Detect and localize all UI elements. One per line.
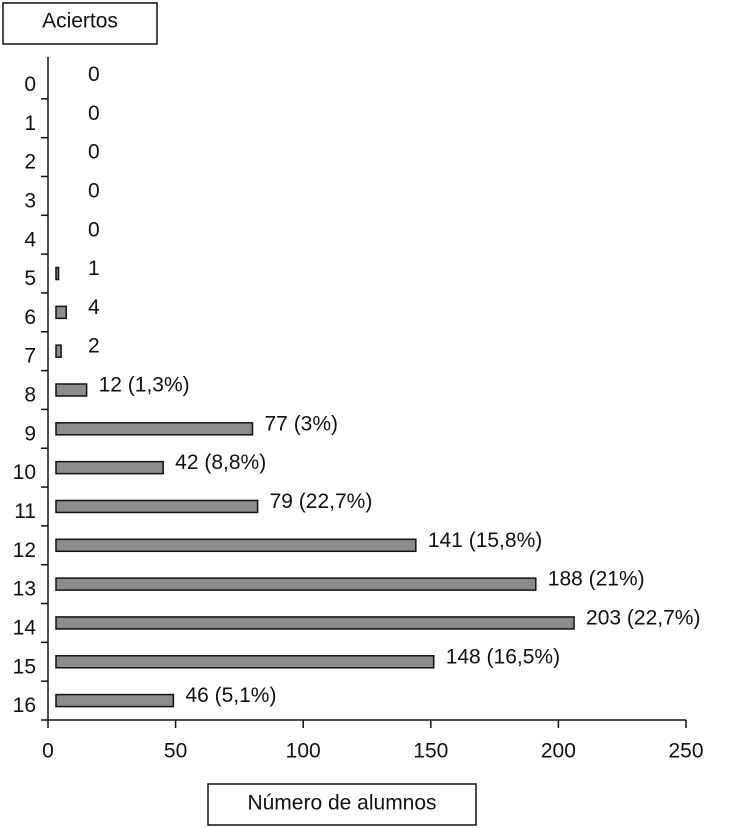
bar (55, 655, 435, 669)
y-tick-label: 13 (13, 578, 36, 601)
value-label: 4 (88, 296, 100, 319)
x-tick-label: 250 (668, 740, 703, 763)
value-label: 203 (22,7%) (586, 606, 700, 629)
y-tick-label: 6 (24, 306, 36, 329)
value-label: 42 (8,8%) (175, 451, 266, 474)
value-label: 12 (1,3%) (99, 374, 190, 397)
value-label: 0 (88, 63, 100, 86)
x-tick-label: 200 (541, 740, 576, 763)
y-tick-label: 8 (24, 384, 36, 407)
y-tick-label: 10 (13, 461, 36, 484)
value-label: 148 (16,5%) (446, 645, 560, 668)
value-label: 0 (88, 218, 100, 241)
bar (55, 616, 575, 630)
bar (55, 460, 164, 475)
y-axis-label: Aciertos (42, 10, 118, 33)
bar (55, 305, 67, 320)
bar (55, 538, 417, 553)
y-tick-label: 2 (24, 151, 36, 174)
x-tick-label: 0 (42, 740, 54, 763)
x-tick-label: 100 (286, 740, 321, 763)
value-label: 0 (88, 141, 100, 164)
value-label: 79 (22,7%) (270, 490, 373, 513)
value-label: 46 (5,1%) (185, 684, 276, 707)
bar (55, 422, 254, 436)
y-tick-label: 4 (24, 228, 36, 251)
y-tick-label: 9 (24, 422, 36, 445)
y-tick-label: 16 (13, 694, 36, 717)
bar (55, 266, 60, 281)
value-label: 0 (88, 179, 100, 202)
y-tick-label: 1 (24, 112, 36, 135)
y-tick-label: 7 (24, 345, 36, 368)
y-tick-label: 5 (24, 267, 36, 290)
value-label: 0 (88, 102, 100, 125)
x-axis-label: Número de alumnos (247, 792, 436, 815)
value-label: 141 (15,8%) (428, 529, 542, 552)
y-tick-label: 11 (14, 500, 36, 523)
y-tick-label: 14 (13, 616, 37, 639)
bar (55, 693, 175, 708)
y-tick-label: 0 (24, 73, 36, 96)
value-label: 1 (88, 257, 100, 280)
value-label: 2 (88, 335, 100, 358)
x-label-box (207, 783, 477, 826)
bar (55, 499, 259, 514)
bar (55, 383, 88, 397)
y-label-box (2, 2, 158, 45)
y-tick-label: 12 (13, 539, 36, 562)
value-label: 77 (3%) (265, 412, 339, 435)
y-tick-label: 3 (24, 189, 36, 212)
value-label: 188 (21%) (548, 568, 645, 591)
bar (55, 577, 537, 591)
y-tick-label: 15 (13, 655, 36, 678)
x-tick-label: 150 (413, 740, 448, 763)
bar (55, 344, 62, 358)
x-tick-label: 50 (164, 740, 187, 763)
